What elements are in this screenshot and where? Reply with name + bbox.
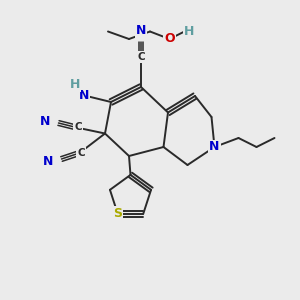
Text: H: H (184, 25, 194, 38)
Text: N: N (136, 23, 146, 37)
Text: N: N (40, 115, 50, 128)
Text: H: H (70, 78, 80, 91)
Text: O: O (164, 32, 175, 46)
Text: N: N (79, 89, 89, 102)
Text: C: C (74, 122, 82, 133)
Text: N: N (43, 155, 53, 168)
Text: C: C (77, 148, 85, 158)
Text: C: C (137, 52, 145, 62)
Text: N: N (209, 140, 220, 154)
Text: S: S (113, 208, 122, 220)
